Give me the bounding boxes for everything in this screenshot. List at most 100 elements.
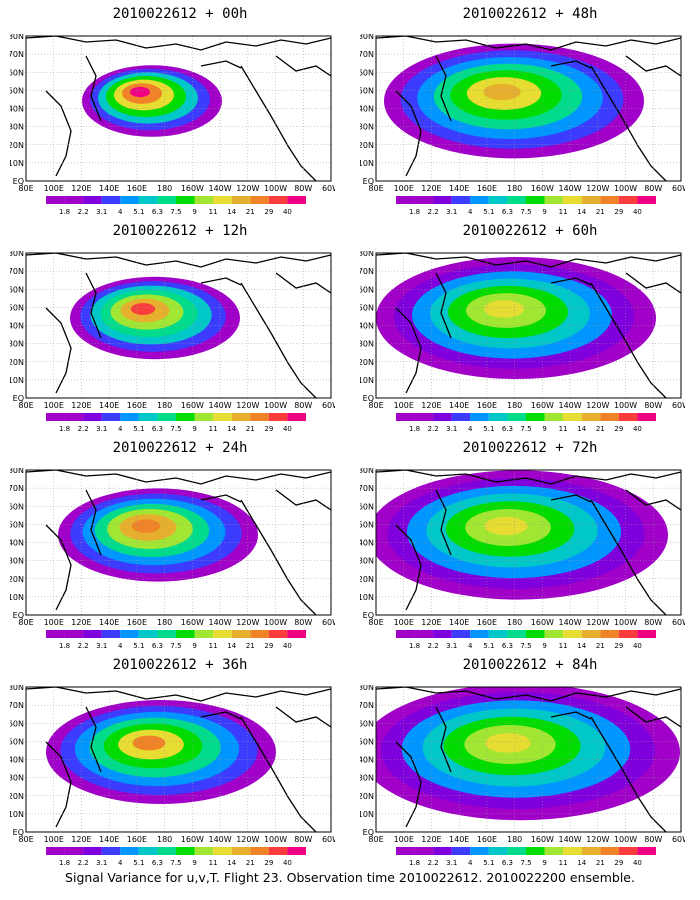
colorbar-label: 4 <box>118 859 123 867</box>
lon-label: 160E <box>127 401 147 410</box>
colorbar-swatch <box>231 413 251 421</box>
coastline <box>376 36 681 51</box>
colorbar-label: 40 <box>633 425 642 433</box>
colorbar-label: 6.3 <box>152 425 163 433</box>
colorbar-swatch <box>544 196 564 204</box>
lat-label: 20N <box>360 792 374 801</box>
colorbar-label: 5.1 <box>133 859 144 867</box>
colorbar-swatch <box>396 196 415 204</box>
lon-label: 160W <box>531 835 554 844</box>
figure-caption: Signal Variance for u,v,T. Flight 23. Ob… <box>65 870 635 885</box>
colorbar-label: 6.3 <box>152 208 163 216</box>
colorbar-swatch <box>64 196 84 204</box>
colorbar-label: 6.3 <box>502 425 513 433</box>
colorbar-label: 29 <box>264 642 273 650</box>
coastline <box>26 36 331 51</box>
lat-label: 50N <box>10 520 24 529</box>
colorbar-label: 4 <box>468 642 473 650</box>
colorbar-swatch <box>451 413 471 421</box>
colorbar-swatch <box>231 847 251 855</box>
colorbar-swatch <box>451 196 471 204</box>
colorbar: 1.8 2.2 3.1 4 5.1 6.3 7.5 9 11 14 21 29 40 <box>46 847 306 867</box>
lon-label: 100E <box>394 835 414 844</box>
map-panel-p24: 2010022612 + 24h 80N 70N 60N 50N 40N 30N 20N 10N… <box>10 440 350 658</box>
coastline <box>625 272 681 294</box>
lon-label: 120E <box>71 184 91 193</box>
lat-label: 60N <box>10 719 24 728</box>
colorbar-swatch <box>46 847 65 855</box>
panel-title: 2010022612 + 84h <box>462 657 598 673</box>
colorbar-label: 3.1 <box>96 208 107 216</box>
colorbar-swatch <box>64 413 84 421</box>
lat-label: EQ <box>363 611 374 620</box>
colorbar-swatch <box>563 630 582 638</box>
panel-title: 2010022612 + 48h <box>462 6 598 22</box>
lat-label: 60N <box>360 68 374 77</box>
lat-label: 80N <box>10 685 24 692</box>
lon-label: 160E <box>127 184 147 193</box>
colorbar-label: 1.8 <box>409 208 420 216</box>
colorbar-label: 6.3 <box>502 642 513 650</box>
colorbar-label: 5.1 <box>133 425 144 433</box>
colorbar-label: 3.1 <box>96 642 107 650</box>
colorbar-label: 3.1 <box>446 425 457 433</box>
lon-label: 60W <box>322 401 335 410</box>
coastline <box>625 55 681 77</box>
colorbar-label: 6.3 <box>502 208 513 216</box>
lat-label: 60N <box>360 285 374 294</box>
colorbar-swatch <box>470 413 489 421</box>
colorbar-swatch <box>194 413 214 421</box>
lat-label: 70N <box>360 267 374 276</box>
colorbar-swatch <box>287 630 306 638</box>
lat-label: EQ <box>13 611 24 620</box>
lat-label: 40N <box>10 756 24 765</box>
colorbar-swatch <box>433 413 452 421</box>
coastline <box>26 253 331 268</box>
colorbar-swatch <box>176 847 195 855</box>
colorbar-swatch <box>396 413 415 421</box>
colorbar-swatch <box>600 630 619 638</box>
colorbar-swatch <box>396 847 415 855</box>
lon-label: 80W <box>644 184 662 193</box>
colorbar-swatch <box>213 630 232 638</box>
colorbar-label: 11 <box>559 642 568 650</box>
colorbar-swatch <box>46 413 65 421</box>
lat-label: 20N <box>10 792 24 801</box>
lon-label: 100E <box>44 184 64 193</box>
lon-label: 100W <box>264 618 287 627</box>
lat-label: 60N <box>10 502 24 511</box>
coastline <box>200 277 242 286</box>
lat-label: 10N <box>10 159 24 168</box>
lon-label: 140W <box>208 835 231 844</box>
colorbar-swatch <box>600 847 619 855</box>
colorbar-swatch <box>120 847 139 855</box>
lon-label: 160E <box>477 184 497 193</box>
colorbar-label: 29 <box>614 425 623 433</box>
colorbar-label: 1.8 <box>59 642 70 650</box>
colorbar-swatch <box>544 413 564 421</box>
lon-label: 160W <box>181 401 204 410</box>
lon-label: 80E <box>368 184 383 193</box>
colorbar-label: 9 <box>542 425 546 433</box>
lon-label: 140W <box>558 401 581 410</box>
colorbar-swatch <box>618 847 638 855</box>
lon-label: 80W <box>294 618 312 627</box>
colorbar-swatch <box>250 847 269 855</box>
lat-label: 40N <box>360 756 374 765</box>
lat-label: 40N <box>10 539 24 548</box>
colorbar-swatch <box>637 413 656 421</box>
lat-label: EQ <box>363 177 374 186</box>
lon-label: 80W <box>644 618 662 627</box>
lat-label: 50N <box>10 737 24 746</box>
colorbar: 1.8 2.2 3.1 4 5.1 6.3 7.5 9 11 14 21 29 40 <box>396 413 656 433</box>
colorbar-swatch <box>268 413 288 421</box>
colorbar-swatch <box>637 847 656 855</box>
colorbar-label: 11 <box>209 208 218 216</box>
lat-label: 30N <box>360 557 374 566</box>
colorbar-label: 3.1 <box>446 208 457 216</box>
colorbar-label: 40 <box>633 208 642 216</box>
lat-label: 20N <box>10 141 24 150</box>
colorbar-label: 14 <box>577 208 586 216</box>
colorbar-label: 2.2 <box>78 642 89 650</box>
